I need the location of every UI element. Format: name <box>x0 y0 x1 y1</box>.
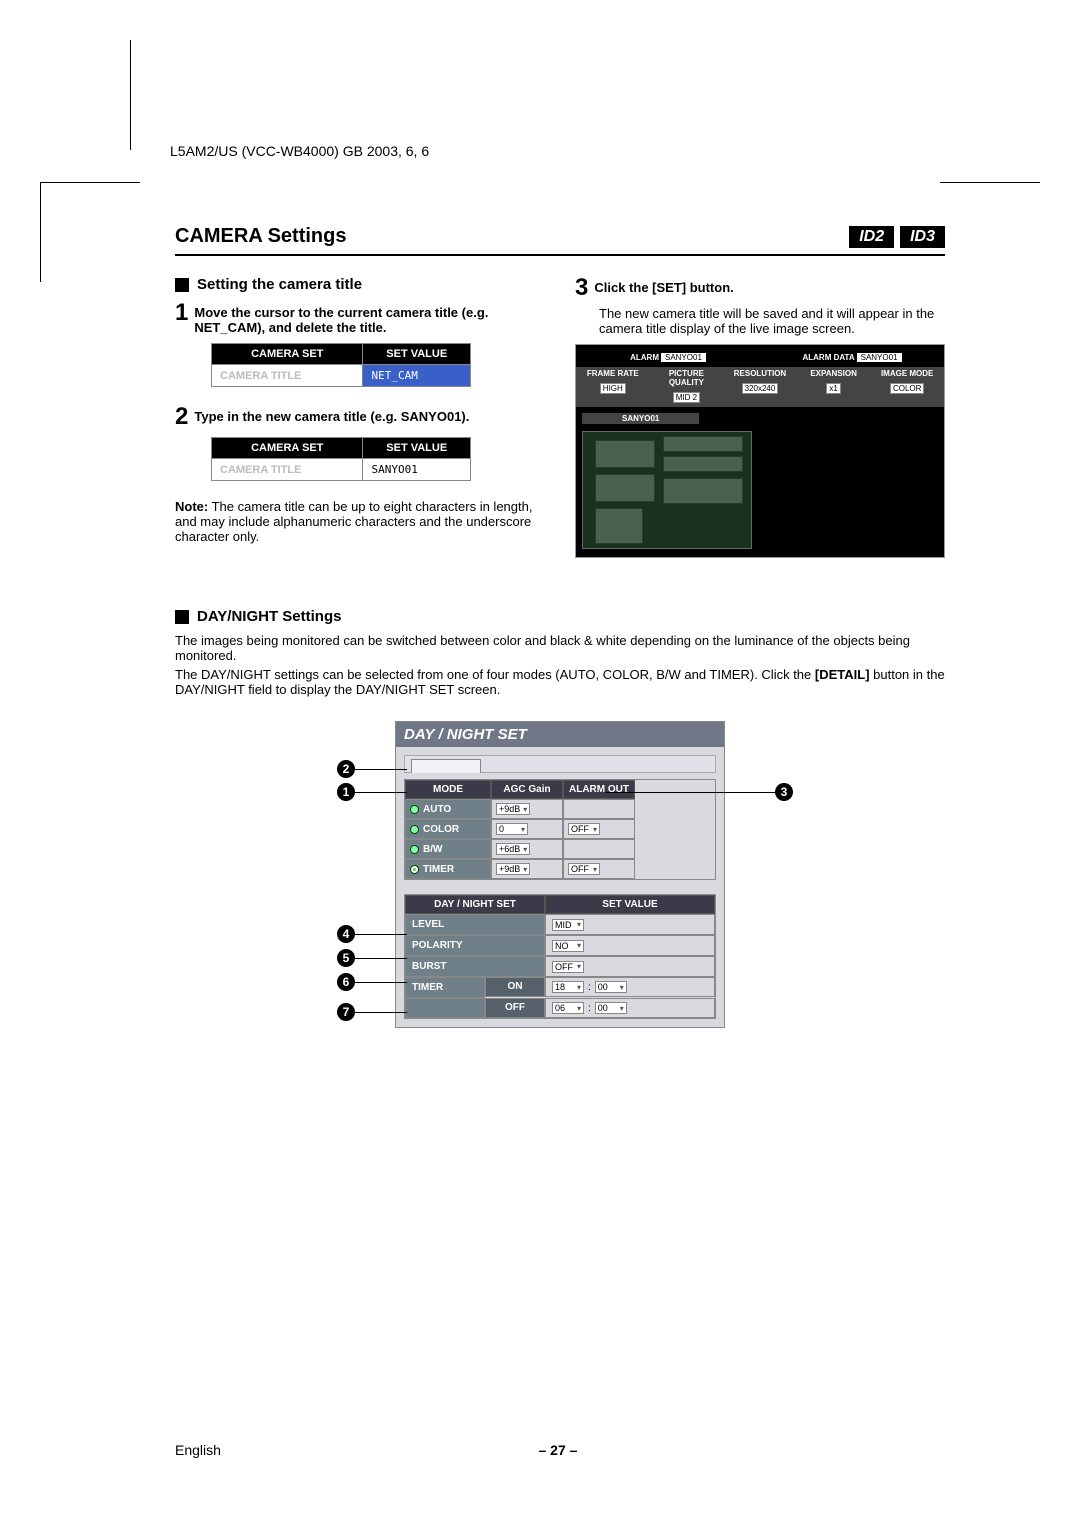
bullet-icon <box>175 610 189 624</box>
expansion-label: EXPANSION <box>799 369 869 378</box>
video-title: SANYO01 <box>582 413 699 424</box>
dn2-timer-label: TIMER <box>405 977 485 998</box>
table-2-h2: SET VALUE <box>363 438 471 459</box>
dn-mode-auto[interactable]: AUTO <box>405 799 491 819</box>
resolution-label: RESOLUTION <box>725 369 795 378</box>
section2-title: DAY/NIGHT Settings <box>197 608 341 625</box>
dn2-h1: DAY / NIGHT SET <box>405 895 545 914</box>
dn2-timer-off-val[interactable]: 06▾:00▾ <box>545 998 715 1018</box>
alarm-val: SANYO01 <box>661 353 706 362</box>
dn-alarm-timer[interactable]: OFF▾ <box>563 859 635 879</box>
framerate-label: FRAME RATE <box>578 369 648 378</box>
table-2-h1: CAMERA SET <box>212 438 363 459</box>
badge-id3: ID3 <box>900 226 945 248</box>
annot-1: 1 <box>337 783 355 801</box>
dn2-timer-off: OFF <box>485 998 545 1018</box>
picqual-select[interactable]: MID 2 <box>673 392 700 403</box>
dn2-polarity-val[interactable]: NO▾ <box>545 935 715 956</box>
step-3-para: The new camera title will be saved and i… <box>575 306 945 336</box>
annot-7: 7 <box>337 1003 355 1021</box>
daynight-table2: DAY / NIGHT SET SET VALUE LEVEL MID▾ POL… <box>404 894 716 1019</box>
annot-2: 2 <box>337 760 355 778</box>
dn2-level-label: LEVEL <box>405 914 545 935</box>
daynight-panel: DAY / NIGHT SET MODE AGC Gain ALARM OUT … <box>395 721 725 1028</box>
dn2-polarity-label: POLARITY <box>405 935 545 956</box>
table-1-label: CAMERA TITLE <box>212 365 363 387</box>
footer-page: – 27 – <box>538 1442 577 1458</box>
step-3-num: 3 <box>575 276 588 300</box>
annot-6: 6 <box>337 973 355 991</box>
step-1-text: Move the cursor to the current camera ti… <box>194 301 545 335</box>
dn-agc-auto[interactable]: +9dB▾ <box>491 799 563 819</box>
imagemode-select[interactable]: COLOR <box>890 383 924 394</box>
table-1: CAMERA SETSET VALUE CAMERA TITLENET_CAM <box>211 343 471 387</box>
dn-alarm-auto <box>563 799 635 819</box>
video-preview <box>582 431 752 549</box>
table-2: CAMERA SETSET VALUE CAMERA TITLESANYO01 <box>211 437 471 481</box>
live-screen-panel: ALARMSANYO01 ALARM DATASANYO01 FRAME RAT… <box>575 344 945 558</box>
step-3-text: Click the [SET] button. <box>594 276 733 295</box>
dn-mode-timer[interactable]: TIMER <box>405 859 491 879</box>
expansion-select[interactable]: x1 <box>826 383 840 394</box>
resolution-select[interactable]: 320x240 <box>742 383 779 394</box>
page-title: CAMERA Settings <box>175 225 346 248</box>
annot-3: 3 <box>775 783 793 801</box>
alarmdata-label: ALARM DATA <box>802 353 854 362</box>
section2-para2: The DAY/NIGHT settings can be selected f… <box>175 667 945 697</box>
section1-title: Setting the camera title <box>197 276 362 293</box>
annot-4: 4 <box>337 925 355 943</box>
dn2-h2: SET VALUE <box>545 895 715 914</box>
dn-agc-color[interactable]: 0▾ <box>491 819 563 839</box>
note: Note: The camera title can be up to eigh… <box>175 499 545 544</box>
picqual-label: PICTURE QUALITY <box>652 369 722 387</box>
dn2-level-val[interactable]: MID▾ <box>545 914 715 935</box>
imagemode-label: IMAGE MODE <box>872 369 942 378</box>
dn-h-agc: AGC Gain <box>491 780 563 799</box>
dn2-burst-val[interactable]: OFF▾ <box>545 956 715 977</box>
dn-alarm-bw <box>563 839 635 859</box>
step-2-text: Type in the new camera title (e.g. SANYO… <box>194 405 469 424</box>
daynight-tabs[interactable] <box>404 755 716 773</box>
dn-agc-bw[interactable]: +6dB▾ <box>491 839 563 859</box>
dn-agc-timer[interactable]: +9dB▾ <box>491 859 563 879</box>
footer-left: English <box>175 1442 221 1458</box>
dn-mode-bw[interactable]: B/W <box>405 839 491 859</box>
badge-id2: ID2 <box>849 226 894 248</box>
header-meta: L5AM2/US (VCC-WB4000) GB 2003, 6, 6 <box>170 143 429 159</box>
dn2-burst-label: BURST <box>405 956 545 977</box>
daynight-title: DAY / NIGHT SET <box>396 722 724 747</box>
step-2-num: 2 <box>175 405 188 429</box>
dn-alarm-color[interactable]: OFF▾ <box>563 819 635 839</box>
dn-h-mode: MODE <box>405 780 491 799</box>
section2-para1: The images being monitored can be switch… <box>175 633 945 663</box>
table-1-value[interactable]: NET_CAM <box>363 365 471 387</box>
dn2-timer-on-val[interactable]: 18▾:00▾ <box>545 977 715 997</box>
table-1-h2: SET VALUE <box>363 344 471 365</box>
table-2-label: CAMERA TITLE <box>212 459 363 481</box>
table-1-h1: CAMERA SET <box>212 344 363 365</box>
step-1-num: 1 <box>175 301 188 325</box>
table-2-value[interactable]: SANYO01 <box>363 459 471 481</box>
framerate-select[interactable]: HIGH <box>600 383 626 394</box>
annot-5: 5 <box>337 949 355 967</box>
dn-mode-color[interactable]: COLOR <box>405 819 491 839</box>
bullet-icon <box>175 278 189 292</box>
alarmdata-val: SANYO01 <box>857 353 902 362</box>
alarm-label: ALARM <box>630 353 659 362</box>
dn2-timer-on: ON <box>485 977 545 997</box>
